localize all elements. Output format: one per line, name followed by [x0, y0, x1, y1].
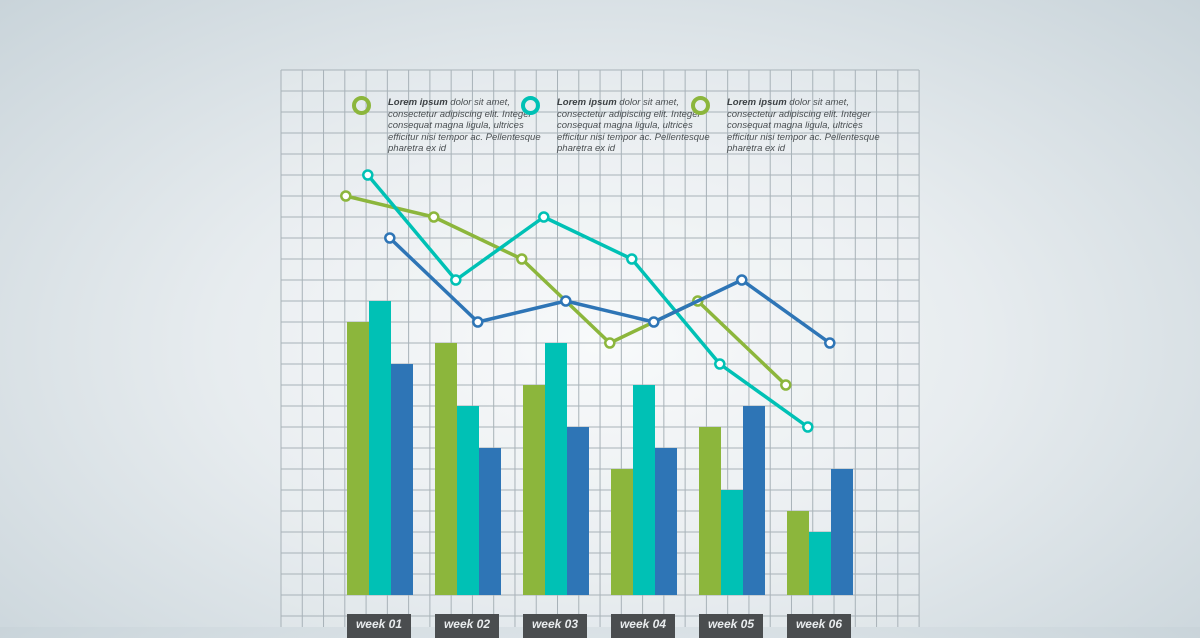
- legend-marker-3: [691, 96, 710, 115]
- legend-marker-2: [521, 96, 540, 115]
- bar: [721, 490, 743, 595]
- legend-bold-3: Lorem ipsum: [727, 97, 787, 108]
- line-point: [604, 337, 616, 349]
- bar: [655, 448, 677, 595]
- bar: [457, 406, 479, 595]
- x-tick-label: week 03: [523, 614, 587, 638]
- bar: [391, 364, 413, 595]
- series-line: [388, 236, 831, 345]
- bar: [523, 385, 545, 595]
- line-point: [714, 358, 726, 370]
- line-point: [648, 316, 660, 328]
- line-point: [340, 190, 352, 202]
- line-point: [384, 232, 396, 244]
- bar: [743, 406, 765, 595]
- line-point: [802, 421, 814, 433]
- line-point: [450, 274, 462, 286]
- x-tick-label: week 04: [611, 614, 675, 638]
- legend-text-2: dolor sit amet, consectetur adipiscing e…: [557, 97, 710, 154]
- line-point: [780, 379, 792, 391]
- legend-item-3: Lorem ipsum dolor sit amet, consectetur …: [691, 96, 887, 155]
- bars: [347, 301, 853, 595]
- line-point: [736, 274, 748, 286]
- bar: [809, 532, 831, 595]
- x-tick-label: week 02: [435, 614, 499, 638]
- line-point: [516, 253, 528, 265]
- line-point: [626, 253, 638, 265]
- bar: [435, 343, 457, 595]
- x-tick-label: week 06: [787, 614, 851, 638]
- bar: [567, 427, 589, 595]
- bar: [831, 469, 853, 595]
- legend-item-1: Lorem ipsum dolor sit amet, consectetur …: [352, 96, 548, 155]
- bar: [787, 511, 809, 595]
- bar: [699, 427, 721, 595]
- line-point: [824, 337, 836, 349]
- line-point: [472, 316, 484, 328]
- legend-text-1: dolor sit amet, consectetur adipiscing e…: [388, 97, 541, 154]
- bar: [479, 448, 501, 595]
- x-tick-label: week 05: [699, 614, 763, 638]
- legend-item-2: Lorem ipsum dolor sit amet, consectetur …: [521, 96, 717, 155]
- series-line: [366, 173, 809, 429]
- legend-bold-2: Lorem ipsum: [557, 97, 617, 108]
- line-point: [428, 211, 440, 223]
- line-point: [362, 169, 374, 181]
- line-point: [560, 295, 572, 307]
- bar: [545, 343, 567, 595]
- line-point: [538, 211, 550, 223]
- lines: [340, 169, 836, 433]
- bar: [633, 385, 655, 595]
- x-tick-label: week 01: [347, 614, 411, 638]
- legend-marker-1: [352, 96, 371, 115]
- legend-bold-1: Lorem ipsum: [388, 97, 448, 108]
- bar: [611, 469, 633, 595]
- bar: [369, 301, 391, 595]
- bar: [347, 322, 369, 595]
- legend-text-3: dolor sit amet, consectetur adipiscing e…: [727, 97, 880, 154]
